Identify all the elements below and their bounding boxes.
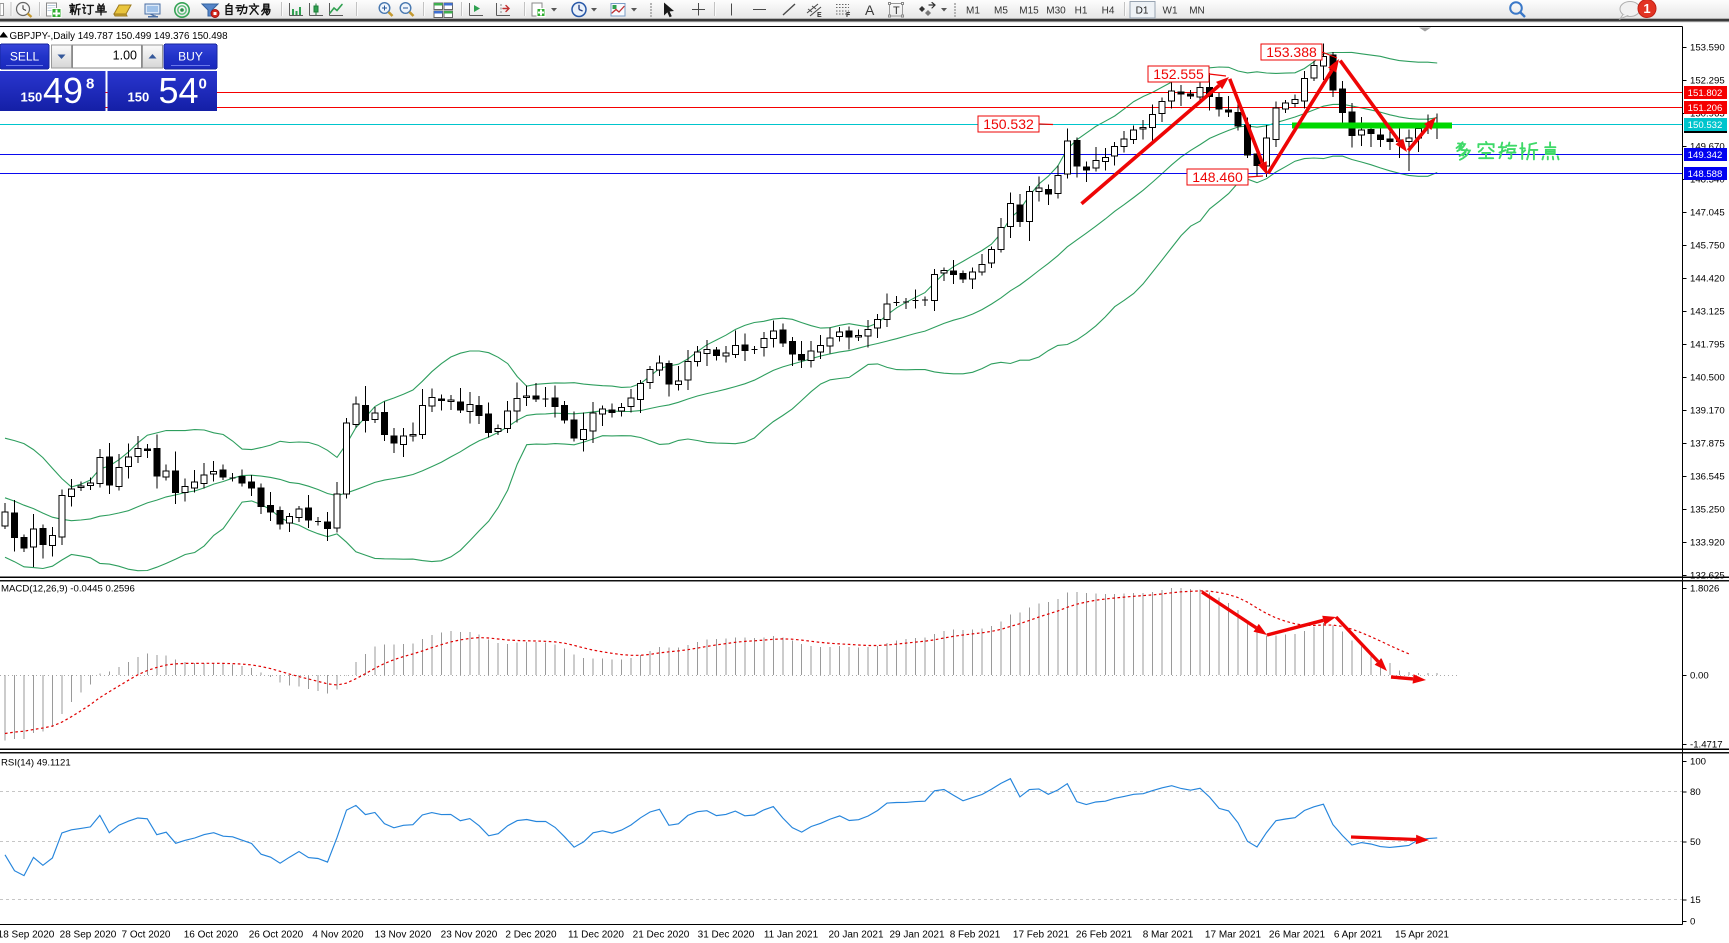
svg-text:28 Sep 2020: 28 Sep 2020 [60,930,117,941]
svg-text:M5: M5 [994,6,1008,17]
svg-text:SELL: SELL [10,50,40,64]
svg-text:BUY: BUY [178,50,203,64]
svg-text:26 Mar 2021: 26 Mar 2021 [1269,930,1326,941]
svg-text:15: 15 [1690,895,1701,906]
svg-text:0.00: 0.00 [1690,671,1709,682]
svg-text:20 Jan 2021: 20 Jan 2021 [828,930,883,941]
svg-text:7 Oct 2020: 7 Oct 2020 [122,930,171,941]
svg-text:T: T [893,5,900,17]
svg-text:150: 150 [128,90,150,105]
svg-text:8 Feb 2021: 8 Feb 2021 [950,930,1001,941]
svg-text:MACD(12,26,9) -0.0445 0.2596: MACD(12,26,9) -0.0445 0.2596 [1,584,135,595]
svg-text:M1: M1 [966,6,980,17]
svg-text:H4: H4 [1102,6,1115,17]
svg-text:11 Dec 2020: 11 Dec 2020 [568,930,624,941]
svg-text:150: 150 [21,90,43,105]
svg-text:26 Oct 2020: 26 Oct 2020 [249,930,304,941]
svg-text:150.532: 150.532 [1688,120,1723,131]
svg-text:17 Mar 2021: 17 Mar 2021 [1205,930,1262,941]
svg-text:153.388: 153.388 [1266,44,1317,60]
svg-text:13 Nov 2020: 13 Nov 2020 [375,930,432,941]
svg-text:6 Apr 2021: 6 Apr 2021 [1334,930,1383,941]
svg-text:150.532: 150.532 [983,116,1034,132]
svg-text:RSI(14) 49.1121: RSI(14) 49.1121 [1,758,71,769]
svg-text:4 Nov 2020: 4 Nov 2020 [312,930,364,941]
svg-text:1.00: 1.00 [113,49,137,63]
svg-text:1: 1 [1643,1,1650,16]
svg-text:149.342: 149.342 [1688,150,1723,161]
svg-text:148.588: 148.588 [1688,169,1723,180]
svg-text:F: F [846,12,851,19]
svg-text:137.875: 137.875 [1690,439,1725,450]
svg-text:8: 8 [86,76,94,93]
svg-text:148.460: 148.460 [1192,169,1243,185]
svg-text:143.125: 143.125 [1690,307,1725,318]
svg-text:151.802: 151.802 [1688,88,1723,99]
svg-text:A: A [865,2,875,18]
svg-text:0: 0 [199,76,207,93]
svg-text:17 Feb 2021: 17 Feb 2021 [1013,930,1070,941]
svg-text:GBPJPY-,Daily 149.787 150.499: GBPJPY-,Daily 149.787 150.499 149.376 15… [10,31,229,42]
svg-text:135.250: 135.250 [1690,505,1725,516]
svg-text:153.590: 153.590 [1690,43,1725,54]
svg-text:136.545: 136.545 [1690,472,1725,483]
svg-text:144.420: 144.420 [1690,274,1725,285]
svg-text:132.625: 132.625 [1690,571,1725,582]
svg-text:152.555: 152.555 [1153,66,1204,82]
svg-text:140.500: 140.500 [1690,373,1725,384]
svg-text:2 Dec 2020: 2 Dec 2020 [505,930,557,941]
svg-text:23 Nov 2020: 23 Nov 2020 [441,930,498,941]
svg-text:149.670: 149.670 [1690,142,1725,153]
svg-text:15 Apr 2021: 15 Apr 2021 [1395,930,1449,941]
svg-text:100: 100 [1690,757,1706,768]
svg-text:-1.4717: -1.4717 [1690,740,1723,751]
svg-text:151.206: 151.206 [1688,103,1723,114]
svg-text:8 Mar 2021: 8 Mar 2021 [1143,930,1194,941]
svg-text:M30: M30 [1046,6,1066,17]
svg-text:139.170: 139.170 [1690,406,1725,417]
svg-text:26 Feb 2021: 26 Feb 2021 [1076,930,1133,941]
svg-text:31 Dec 2020: 31 Dec 2020 [698,930,755,941]
svg-text:50: 50 [1690,837,1701,848]
svg-text:80: 80 [1690,787,1701,798]
svg-text:18 Sep 2020: 18 Sep 2020 [0,930,55,941]
svg-text:E: E [817,12,822,19]
svg-text:0: 0 [1690,917,1695,928]
svg-text:M15: M15 [1019,6,1039,17]
svg-text:MN: MN [1189,6,1205,17]
svg-text:54: 54 [159,70,199,111]
svg-text:147.045: 147.045 [1690,208,1725,219]
svg-text:1.8026: 1.8026 [1690,584,1719,595]
svg-text:D1: D1 [1136,6,1149,17]
svg-text:W1: W1 [1163,6,1178,17]
svg-text:11 Jan 2021: 11 Jan 2021 [764,930,819,941]
svg-text:16 Oct 2020: 16 Oct 2020 [184,930,239,941]
svg-text:21 Dec 2020: 21 Dec 2020 [633,930,690,941]
svg-text:152.295: 152.295 [1690,76,1725,87]
svg-text:141.795: 141.795 [1690,340,1725,351]
svg-text:H1: H1 [1075,6,1088,17]
svg-text:133.920: 133.920 [1690,538,1725,549]
svg-text:145.750: 145.750 [1690,241,1725,252]
svg-text:49: 49 [43,70,83,111]
svg-text:29 Jan 2021: 29 Jan 2021 [889,930,944,941]
